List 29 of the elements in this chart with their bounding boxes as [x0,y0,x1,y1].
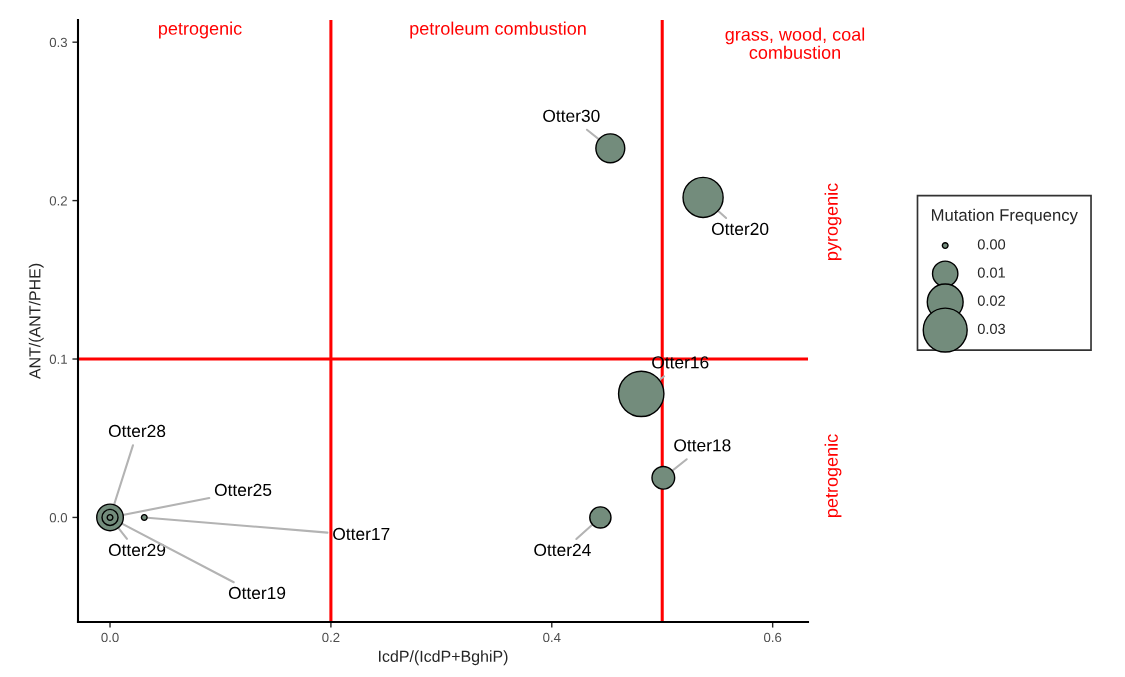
x-tick-label: 0.0 [101,632,119,643]
x-tick-label: 0.4 [543,632,561,643]
y-axis-title: ANT/(ANT/PHE) [28,263,44,380]
annotation: Otter24 [534,543,591,557]
annotation: Otter30 [543,109,600,122]
annotation: grass, wood, coal combustion [725,27,865,59]
y-tick-label: 0.0 [49,513,68,523]
x-axis-title: IcdP/(IcdP+BghiP) [379,650,508,666]
text: petrogenic [824,434,842,517]
annotation: Otter20 [711,222,769,236]
legend-label: 0.00 [977,239,1006,250]
x-tick-label: 0.6 [764,632,782,643]
legend-label: 0.03 [977,323,1006,335]
annotation: Otter17 [333,527,390,541]
legend-label: 0.01 [977,267,1005,278]
annotation: Otter28 [108,424,166,438]
annotation: Otter19 [228,586,286,600]
annotation: Otter25 [214,483,272,497]
legend-label: 0.02 [977,295,1005,306]
y-tick-label: 0.3 [49,37,68,48]
annotation: petrogenic [159,21,242,39]
legend-title: Mutation Frequency [931,208,1078,225]
x-tick-label: 0.2 [322,632,340,643]
annotation: petroleum combustion [410,21,586,39]
y-tick-label: 0.2 [49,196,67,206]
y-tick-label: 0.1 [49,354,67,364]
annotation: Otter29 [108,543,166,557]
text: pyrogenic [824,183,842,260]
annotation: Otter18 [674,439,731,452]
